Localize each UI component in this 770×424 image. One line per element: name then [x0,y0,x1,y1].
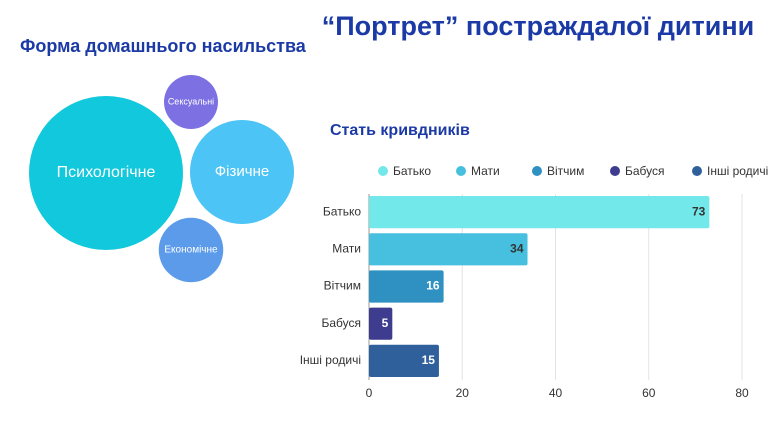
bar [369,270,444,303]
legend-marker [456,166,466,176]
bar [369,233,528,266]
legend-marker [610,166,620,176]
bar [369,196,710,229]
bubble-label: Сексуальні [168,96,214,106]
x-tick-label: 80 [735,386,749,400]
legend-marker [378,166,388,176]
bubble-title: Форма домашнього насильства [20,36,307,56]
bubble [189,119,295,225]
y-tick-label: Батько [323,204,361,218]
bubble-label: Психологічне [57,164,156,181]
value-label: 34 [510,241,524,255]
legend-label: Мати [471,164,500,178]
value-label: 5 [382,316,389,330]
legend-label: Інші родичі [707,164,768,178]
legend-label: Батько [393,164,431,178]
bubble [28,95,184,251]
y-tick-label: Інші родичі [300,353,361,367]
value-label: 15 [422,353,436,367]
bubble [158,217,224,283]
x-tick-label: 20 [456,386,470,400]
y-tick-label: Мати [332,241,361,255]
legend-label: Бабуся [625,164,665,178]
legend-marker [692,166,702,176]
value-label: 16 [426,279,440,293]
legend-marker [532,166,542,176]
legend-label: Вітчим [547,164,584,178]
bar [369,307,393,340]
bubble-label: Економічне [164,245,218,256]
bubble-label: Фізичне [215,163,269,180]
x-tick-label: 60 [642,386,656,400]
slide-title: “Портрет” постраждалої дитини [322,11,754,41]
x-tick-label: 40 [549,386,563,400]
bar [369,344,439,377]
x-tick-label: 0 [366,386,373,400]
bubble [164,75,218,129]
value-label: 73 [692,204,706,218]
y-tick-label: Вітчим [324,279,361,293]
y-tick-label: Бабуся [321,316,361,330]
bar-title: Стать кривдників [330,122,470,139]
